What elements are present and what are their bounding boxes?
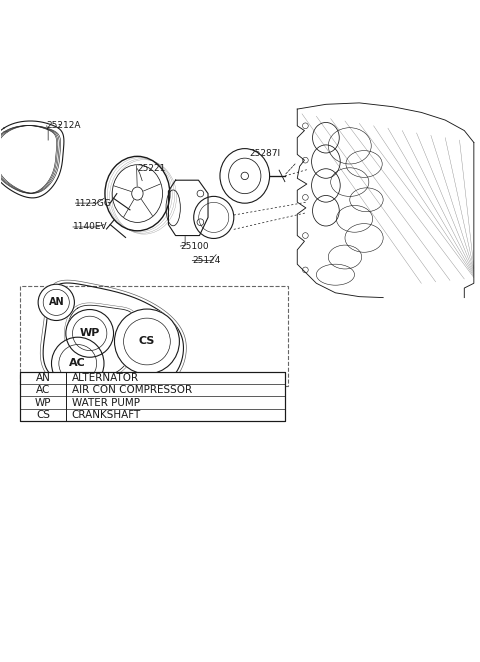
Circle shape xyxy=(115,309,180,374)
Bar xyxy=(21,371,285,421)
Text: AN: AN xyxy=(36,373,50,383)
Text: 25124: 25124 xyxy=(192,256,221,265)
Text: WATER PUMP: WATER PUMP xyxy=(72,398,140,408)
Text: WP: WP xyxy=(35,398,51,408)
Text: 25221: 25221 xyxy=(137,164,166,173)
Text: 25100: 25100 xyxy=(180,242,209,250)
Text: 1123GG: 1123GG xyxy=(75,199,112,208)
Text: 1140EV: 1140EV xyxy=(73,222,108,232)
Text: 25212A: 25212A xyxy=(47,121,81,130)
Text: ALTERNATOR: ALTERNATOR xyxy=(72,373,139,383)
Circle shape xyxy=(51,337,104,390)
Bar xyxy=(21,286,288,386)
FancyArrow shape xyxy=(143,381,164,395)
Circle shape xyxy=(38,284,74,320)
Text: CS: CS xyxy=(139,336,155,346)
Text: FR.: FR. xyxy=(114,389,139,402)
Text: AIR CON COMPRESSOR: AIR CON COMPRESSOR xyxy=(72,385,192,395)
Bar xyxy=(21,371,285,421)
Text: WP: WP xyxy=(80,328,100,338)
Text: AC: AC xyxy=(36,385,50,395)
Text: CRANKSHAFT: CRANKSHAFT xyxy=(72,410,141,420)
Text: AN: AN xyxy=(48,297,64,307)
Text: CS: CS xyxy=(36,410,50,420)
Circle shape xyxy=(66,310,114,357)
Text: AC: AC xyxy=(70,358,86,369)
Text: 25287I: 25287I xyxy=(250,149,281,158)
